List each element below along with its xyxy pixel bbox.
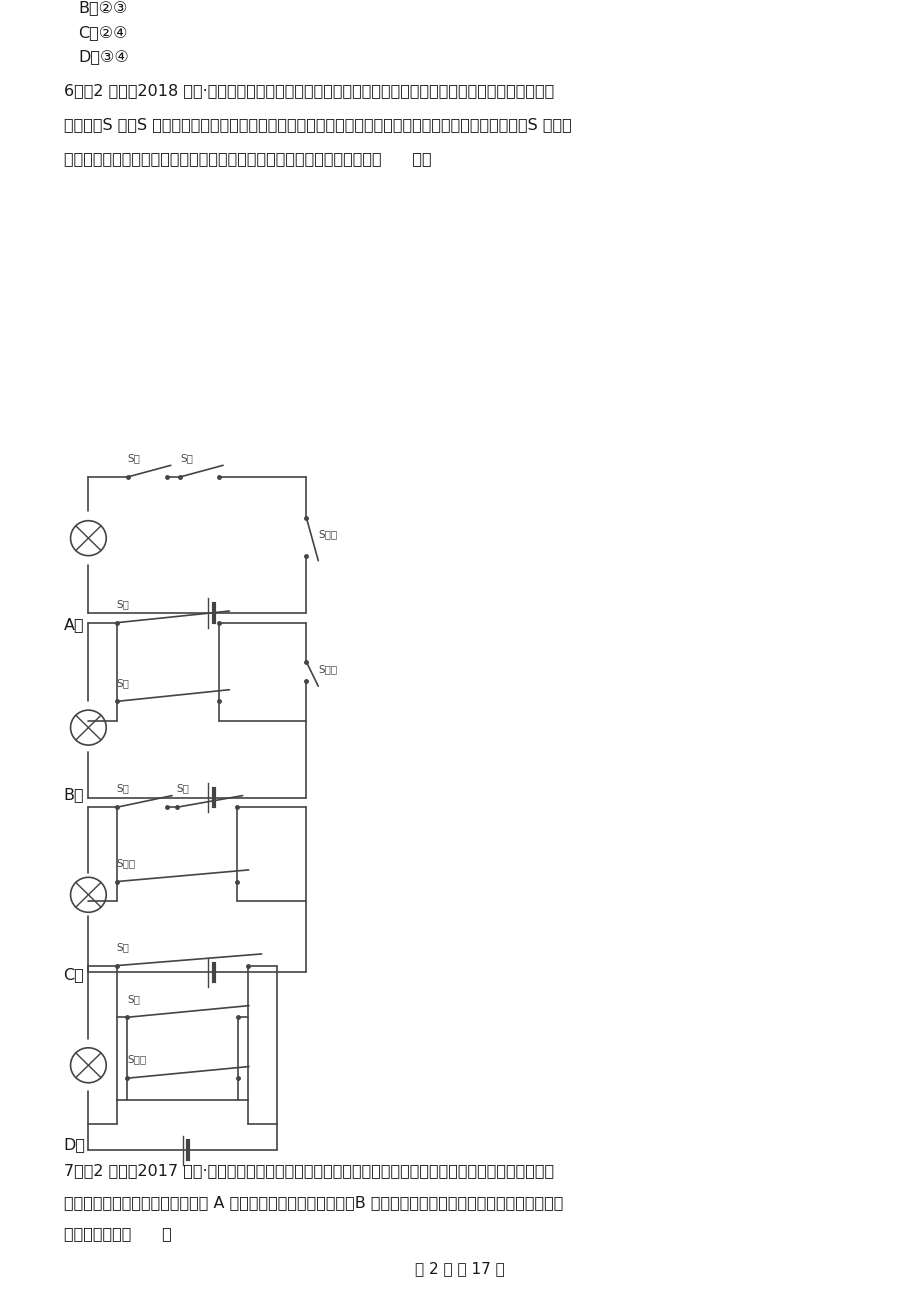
Text: 法中正确的是（      ）: 法中正确的是（ ）: [63, 1226, 171, 1242]
Text: C．: C．: [63, 967, 85, 982]
Text: S甲: S甲: [117, 678, 130, 687]
Text: 6．（2 分）（2018 九上·花山月考）某档案馆的保密室进出门有下列要求：甲、乙两资料员必须同时用各自: 6．（2 分）（2018 九上·花山月考）某档案馆的保密室进出门有下列要求：甲、…: [63, 83, 553, 98]
Text: S乙: S乙: [117, 943, 130, 952]
Text: 第 2 页 共 17 页: 第 2 页 共 17 页: [414, 1262, 505, 1276]
Text: 落到蹦床上，不计空气阻力，如图 A 位置为刚刚接触蹦床的图片，B 位置为跳床发生最大形变的位置。下列有关说: 落到蹦床上，不计空气阻力，如图 A 位置为刚刚接触蹦床的图片，B 位置为跳床发生…: [63, 1195, 562, 1211]
Text: D．③④: D．③④: [78, 49, 129, 64]
Text: S乙: S乙: [180, 453, 193, 464]
Text: S甲: S甲: [117, 784, 130, 794]
Text: B．: B．: [63, 788, 85, 802]
Text: S馆长: S馆长: [127, 1055, 146, 1065]
Text: S甲: S甲: [128, 453, 141, 464]
Text: D．: D．: [63, 1137, 85, 1152]
Text: A．: A．: [63, 617, 85, 633]
Text: S乙: S乙: [117, 599, 130, 609]
Text: B．②③: B．②③: [78, 0, 128, 16]
Text: 的钥匙（S 甲、S 乙分别表示甲、乙两资料员的钥匙）使灯亮才能进入保密室；而馆长只要用自己的钥匙（S 馆长表: 的钥匙（S 甲、S 乙分别表示甲、乙两资料员的钥匙）使灯亮才能进入保密室；而馆长…: [63, 117, 571, 132]
Text: S甲: S甲: [127, 993, 140, 1004]
Text: S馆长: S馆长: [318, 529, 337, 539]
Text: 示馆长的钥匙）使灯亮就可以进入保密室。如图电路中符合上述要求的是（      ）。: 示馆长的钥匙）使灯亮就可以进入保密室。如图电路中符合上述要求的是（ ）。: [63, 151, 431, 167]
Text: S馆长: S馆长: [117, 858, 136, 868]
Text: S乙: S乙: [176, 784, 189, 794]
Text: S馆长: S馆长: [318, 664, 337, 673]
Text: 7．（2 分）（2017 八下·黄石期末）如图为运动员正在进行蹦床比赛，运动员离开蹦床向上运动一定高度又: 7．（2 分）（2017 八下·黄石期末）如图为运动员正在进行蹦床比赛，运动员离…: [63, 1164, 553, 1178]
Text: C．②④: C．②④: [78, 25, 128, 40]
